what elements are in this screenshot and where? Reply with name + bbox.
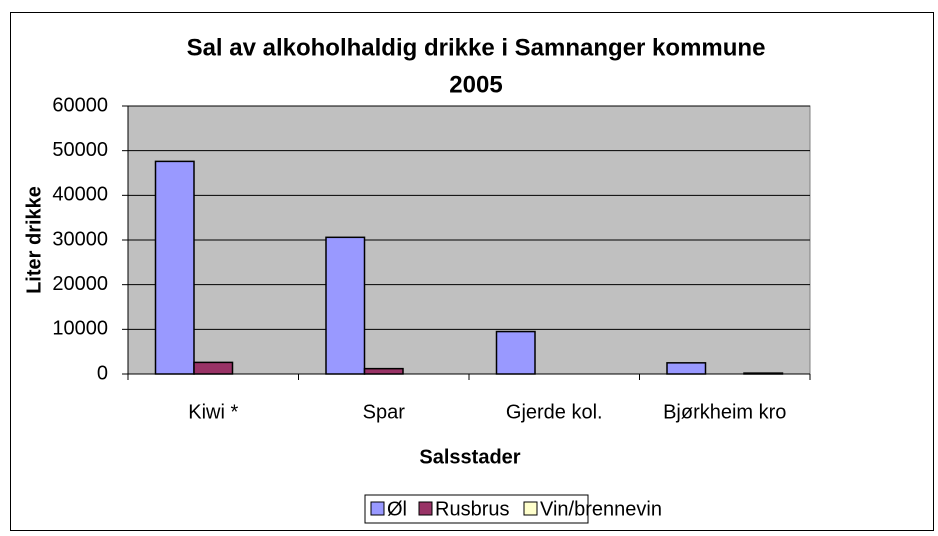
y-axis-title: Liter drikke: [23, 186, 45, 294]
bar: [666, 362, 707, 375]
x-tick-label: Bjørkheim kro: [663, 401, 786, 423]
chart-title: Sal av alkoholhaldig drikke i Samnanger …: [187, 34, 766, 61]
y-tick-label: 30000: [52, 228, 108, 250]
y-tick-label: 50000: [52, 139, 108, 161]
legend-label: Rusbrus: [435, 498, 509, 520]
y-tick-label: 40000: [52, 184, 108, 206]
bar: [193, 361, 234, 375]
y-tick-label: 0: [97, 362, 108, 384]
y-tick-label: 10000: [52, 318, 108, 340]
bar: [325, 236, 366, 375]
legend-label: Øl: [387, 498, 407, 520]
bar: [363, 367, 404, 375]
bar: [154, 160, 195, 375]
chart-title: 2005: [449, 71, 502, 98]
y-tick-label: 20000: [52, 273, 108, 295]
x-axis-title: Salsstader: [419, 446, 520, 468]
x-tick-label: Gjerde kol.: [506, 401, 603, 423]
legend-swatch: [523, 501, 538, 516]
x-tick-label: Spar: [363, 401, 406, 423]
legend-box: [364, 494, 589, 524]
x-tick-label: Kiwi *: [188, 401, 238, 423]
y-tick-label: 60000: [52, 94, 108, 116]
legend-swatch: [370, 501, 385, 516]
legend-label: Vin/brennevin: [540, 498, 662, 520]
legend-swatch: [418, 501, 433, 516]
bar: [495, 330, 536, 375]
